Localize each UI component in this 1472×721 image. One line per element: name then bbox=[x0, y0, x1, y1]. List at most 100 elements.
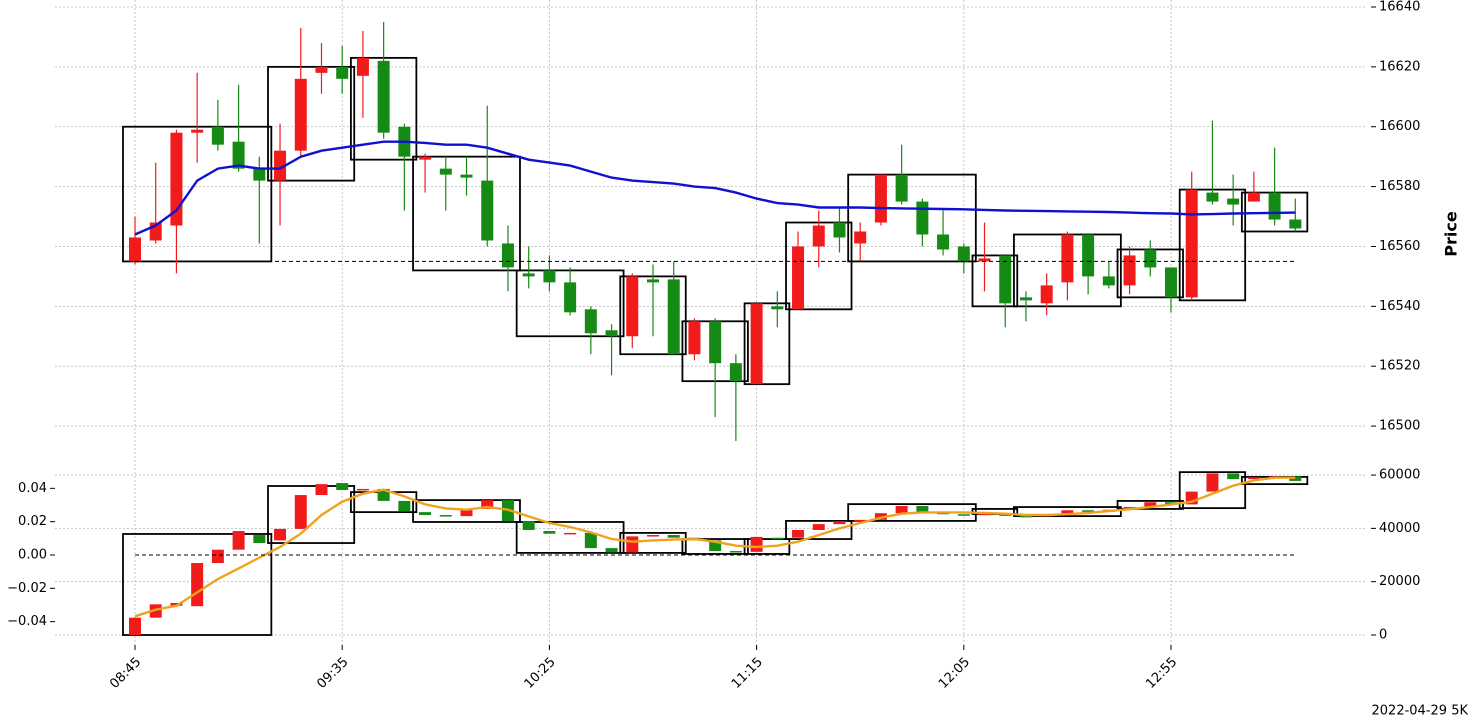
y-tick-label: 16640 bbox=[1379, 0, 1420, 14]
candle-body bbox=[439, 515, 452, 517]
candle-body bbox=[336, 66, 349, 79]
candle-body bbox=[481, 180, 494, 241]
candle-body bbox=[729, 363, 742, 382]
range-box bbox=[267, 485, 356, 544]
candle-body bbox=[1165, 267, 1177, 298]
candle-body bbox=[1144, 502, 1157, 508]
candle-body bbox=[916, 201, 929, 235]
x-tick-label: 09:35 bbox=[314, 655, 351, 692]
candle-body bbox=[1102, 276, 1115, 286]
candle-body bbox=[812, 524, 825, 530]
candle-body bbox=[336, 483, 349, 490]
candle-body bbox=[605, 330, 618, 337]
range-box bbox=[267, 65, 356, 182]
y-tick-label: 0.00 bbox=[18, 548, 47, 563]
range-box bbox=[412, 499, 521, 523]
candle-body bbox=[356, 488, 369, 491]
candle-body bbox=[439, 168, 452, 175]
candle-body bbox=[1185, 189, 1198, 298]
candle-body bbox=[522, 273, 535, 277]
candle-body bbox=[647, 279, 659, 283]
candle-body bbox=[1040, 285, 1053, 304]
candle-body bbox=[356, 57, 369, 76]
candle-body bbox=[191, 563, 204, 607]
candle-body bbox=[709, 540, 722, 552]
candle-body bbox=[1144, 249, 1157, 268]
candle-body bbox=[667, 279, 680, 355]
candle-body bbox=[377, 488, 390, 501]
y-tick-label: 16500 bbox=[1379, 419, 1420, 434]
candle-body bbox=[1206, 192, 1219, 202]
candle-body bbox=[895, 174, 908, 202]
candle-body bbox=[481, 500, 494, 509]
candle-body bbox=[1289, 476, 1302, 481]
range-box bbox=[1013, 506, 1122, 518]
y-tick-label: 16540 bbox=[1379, 299, 1420, 314]
candle-body bbox=[833, 222, 846, 238]
candle-body bbox=[895, 505, 908, 514]
y-tick-label: −0.04 bbox=[7, 614, 47, 629]
candle-body bbox=[688, 321, 701, 355]
candle-body bbox=[978, 513, 991, 516]
candle-body bbox=[937, 234, 950, 250]
range-box bbox=[1178, 471, 1247, 510]
candle-body bbox=[1268, 192, 1281, 220]
candle-body bbox=[294, 495, 307, 529]
candle-body bbox=[647, 535, 659, 537]
candle-body bbox=[315, 66, 328, 73]
candle-body bbox=[564, 532, 577, 535]
candle-body bbox=[522, 521, 535, 530]
candle-body bbox=[771, 537, 784, 540]
candle-body bbox=[501, 243, 514, 268]
candle-body bbox=[916, 505, 929, 513]
y-tick-label: 16620 bbox=[1379, 59, 1420, 74]
y-tick-label: −0.02 bbox=[7, 581, 47, 596]
x-tick-label: 10:25 bbox=[522, 655, 559, 692]
moving-average bbox=[134, 140, 1296, 236]
candle-body bbox=[854, 519, 867, 522]
candle-body bbox=[1289, 219, 1302, 229]
candle-body bbox=[419, 156, 432, 160]
candle-body bbox=[1206, 473, 1219, 492]
candle-body bbox=[419, 512, 432, 516]
candle-body bbox=[274, 528, 287, 541]
candle-body bbox=[1019, 297, 1032, 301]
candle-body bbox=[626, 536, 639, 553]
candle-body bbox=[274, 150, 287, 181]
candle-body bbox=[377, 60, 390, 133]
candle-body bbox=[1227, 198, 1240, 205]
candle-body bbox=[626, 276, 639, 337]
candle-body bbox=[978, 258, 991, 262]
range-box bbox=[847, 173, 977, 263]
x-tick-label: 12:55 bbox=[1143, 655, 1180, 692]
candle-body bbox=[812, 225, 825, 247]
y2-tick-label: 40000 bbox=[1379, 521, 1420, 536]
footer: 2022-04-29 5K bbox=[1372, 704, 1469, 719]
candle-body bbox=[315, 484, 328, 496]
candle-body bbox=[564, 282, 577, 313]
candle-body bbox=[211, 126, 224, 145]
candle-body bbox=[833, 521, 846, 525]
candle-body bbox=[1082, 510, 1095, 512]
candle-body bbox=[1123, 255, 1136, 286]
candle-body bbox=[460, 508, 473, 517]
candle-body bbox=[729, 551, 742, 553]
candle-body bbox=[1247, 192, 1260, 202]
candle-body bbox=[957, 514, 970, 516]
candle-body bbox=[1227, 473, 1240, 480]
range-box bbox=[122, 533, 273, 636]
candle-body bbox=[232, 531, 245, 550]
candle-body bbox=[232, 141, 245, 169]
y-tick-label: 16600 bbox=[1379, 119, 1420, 134]
candle-body bbox=[149, 604, 162, 618]
candle-body bbox=[1061, 234, 1074, 283]
candle-body bbox=[874, 174, 887, 223]
candle-body bbox=[750, 303, 763, 385]
candle-body bbox=[129, 617, 141, 636]
candle-body bbox=[191, 129, 204, 133]
range-box bbox=[619, 532, 687, 554]
y-tick-label: 16580 bbox=[1379, 179, 1420, 194]
moving-average bbox=[134, 476, 1296, 618]
candle-body bbox=[294, 78, 307, 151]
